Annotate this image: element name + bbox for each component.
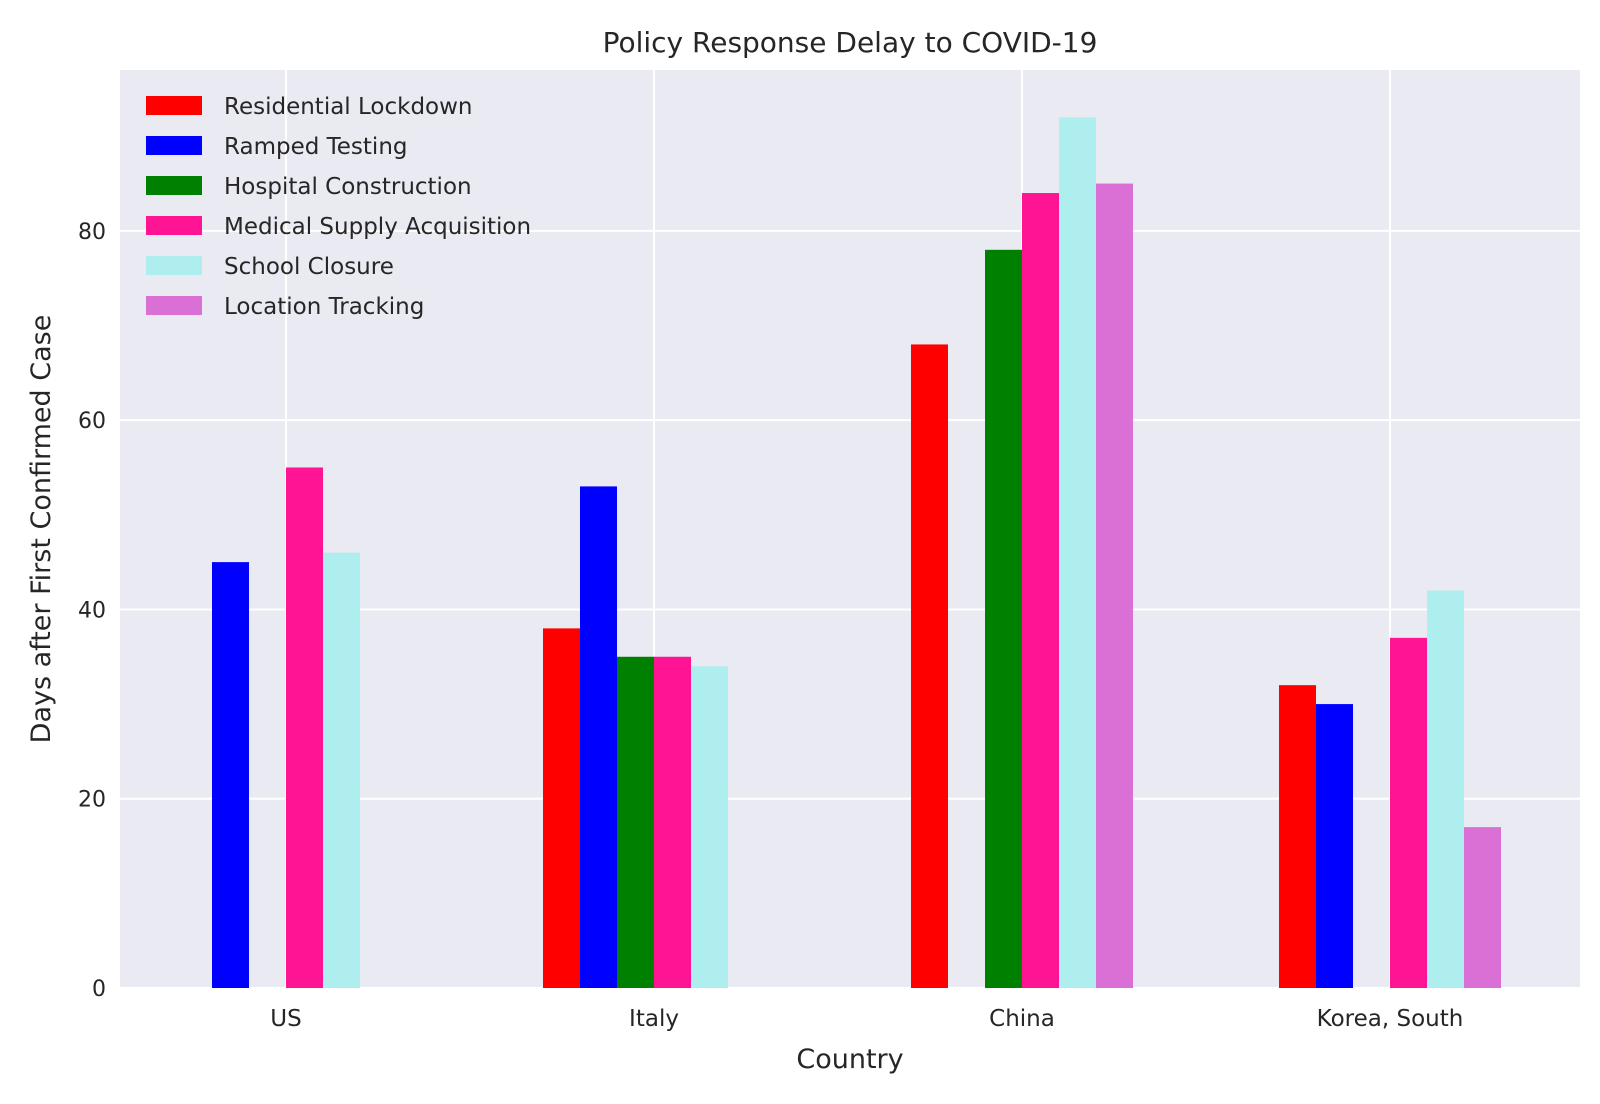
x-tick-label: US <box>270 1006 301 1032</box>
bar <box>617 656 654 988</box>
x-tick-label: China <box>989 1006 1055 1032</box>
legend-label: School Closure <box>224 254 394 280</box>
bar <box>911 344 948 988</box>
bar <box>212 562 249 988</box>
legend-swatch <box>146 136 202 155</box>
y-tick-label: 40 <box>78 598 106 623</box>
legend-swatch <box>146 296 202 315</box>
bar <box>286 467 323 989</box>
bar <box>691 666 728 988</box>
chart-title: Policy Response Delay to COVID-19 <box>603 26 1098 59</box>
legend-label: Medical Supply Acquisition <box>224 214 531 240</box>
bar <box>543 628 580 988</box>
bar <box>580 486 617 988</box>
legend-label: Residential Lockdown <box>224 94 473 120</box>
bar <box>1427 590 1464 988</box>
y-tick-label: 60 <box>78 409 106 434</box>
x-tick-label: Korea, South <box>1317 1006 1464 1032</box>
bar <box>1316 704 1353 988</box>
y-tick-label: 0 <box>92 977 106 1002</box>
legend-label: Ramped Testing <box>224 134 408 160</box>
bars <box>212 117 1501 989</box>
bar <box>654 656 691 988</box>
x-tick-label: Italy <box>629 1006 679 1032</box>
bar <box>985 249 1022 988</box>
legend-label: Location Tracking <box>224 294 424 320</box>
x-axis-label: Country <box>796 1044 903 1075</box>
y-axis-ticks: 0 20 40 60 80 <box>78 220 106 1002</box>
bar <box>1279 685 1316 988</box>
legend: Residential Lockdown Ramped Testing Hospit… <box>146 94 531 320</box>
bar <box>323 552 360 988</box>
x-axis-ticks: US Italy China Korea, South <box>270 1006 1463 1032</box>
bar <box>1464 827 1501 988</box>
legend-swatch <box>146 96 202 115</box>
bar <box>1059 117 1096 989</box>
y-axis-label: Days after First Confirmed Case <box>26 315 57 744</box>
legend-swatch <box>146 216 202 235</box>
bar <box>1390 637 1427 988</box>
legend-label: Hospital Construction <box>224 174 472 200</box>
bar <box>1022 193 1059 988</box>
legend-swatch <box>146 256 202 275</box>
legend-swatch <box>146 176 202 195</box>
y-tick-label: 20 <box>78 788 106 813</box>
y-tick-label: 80 <box>78 220 106 245</box>
bar <box>1096 183 1133 988</box>
